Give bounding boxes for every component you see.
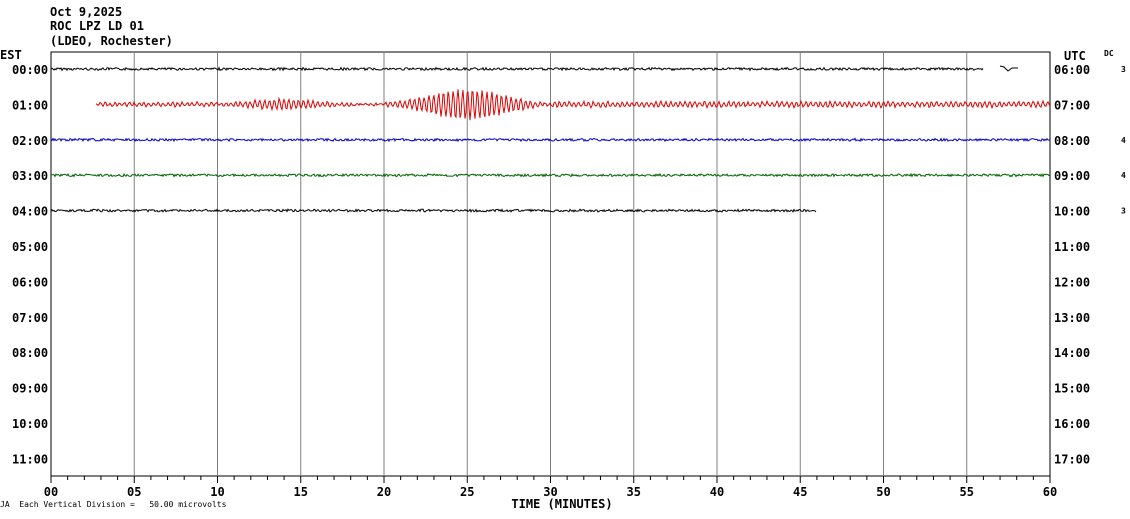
trace-row-3 bbox=[50, 172, 1051, 178]
row-label-utc-10: 16:00 bbox=[1054, 417, 1090, 431]
row-label-est-0: 00:00 bbox=[12, 63, 48, 77]
row-label-utc-3: 09:00 bbox=[1054, 169, 1090, 183]
station-network: (LDEO, Rochester) bbox=[50, 34, 173, 48]
row-label-est-7: 07:00 bbox=[12, 311, 48, 325]
x-tick-label-25: 25 bbox=[460, 485, 474, 499]
row-label-utc-6: 12:00 bbox=[1054, 275, 1090, 289]
row-label-utc-11: 17:00 bbox=[1054, 452, 1090, 466]
row-label-est-8: 08:00 bbox=[12, 346, 48, 360]
dc-header-label: DC bbox=[1104, 49, 1114, 58]
row-label-utc-5: 11:00 bbox=[1054, 240, 1090, 254]
row-label-utc-1: 07:00 bbox=[1054, 98, 1090, 112]
row-label-est-2: 02:00 bbox=[12, 134, 48, 148]
row-label-est-3: 03:00 bbox=[12, 169, 48, 183]
row-label-utc-0: 06:00 bbox=[1054, 63, 1090, 77]
row-label-est-4: 04:00 bbox=[12, 205, 48, 219]
x-tick-label-10: 10 bbox=[210, 485, 224, 499]
footnote-text: Each Vertical Division = 50.00 microvolt… bbox=[19, 500, 227, 509]
row-label-utc-9: 15:00 bbox=[1054, 382, 1090, 396]
x-axis-title: TIME (MINUTES) bbox=[511, 497, 612, 511]
station-code: ROC LPZ LD 01 bbox=[50, 19, 144, 33]
record-date: Oct 9,2025 bbox=[50, 5, 123, 19]
row-label-utc-8: 14:00 bbox=[1054, 346, 1090, 360]
x-tick-label-30: 30 bbox=[543, 485, 557, 499]
right-timezone-label: UTC bbox=[1064, 49, 1086, 63]
x-tick-label-00: 00 bbox=[44, 485, 58, 499]
row-label-est-1: 01:00 bbox=[12, 98, 48, 112]
trace-row-2 bbox=[50, 137, 1051, 143]
x-tick-label-20: 20 bbox=[377, 485, 391, 499]
trace-row-0-fragment bbox=[999, 65, 1018, 72]
row-label-utc-4: 10:00 bbox=[1054, 205, 1090, 219]
row-label-est-10: 10:00 bbox=[12, 417, 48, 431]
x-tick-label-50: 50 bbox=[876, 485, 890, 499]
x-tick-label-60: 60 bbox=[1043, 485, 1057, 499]
row-label-utc-2: 08:00 bbox=[1054, 134, 1090, 148]
dc-value-row-3: 4 bbox=[1121, 171, 1126, 180]
trace-row-1 bbox=[95, 89, 1051, 121]
x-tick-label-45: 45 bbox=[793, 485, 807, 499]
row-label-est-9: 09:00 bbox=[12, 382, 48, 396]
left-timezone-label: EST bbox=[0, 48, 22, 62]
row-label-utc-7: 13:00 bbox=[1054, 311, 1090, 325]
vertical-division-note: JA Each Vertical Division = 50.00 microv… bbox=[0, 500, 226, 509]
row-label-est-11: 11:00 bbox=[12, 452, 48, 466]
x-tick-label-40: 40 bbox=[710, 485, 724, 499]
x-tick-label-55: 55 bbox=[960, 485, 974, 499]
dc-value-row-0: 3 bbox=[1121, 65, 1126, 74]
footnote-marker: JA bbox=[0, 500, 10, 509]
dc-value-row-4: 3 bbox=[1121, 207, 1126, 216]
x-tick-label-05: 05 bbox=[127, 485, 141, 499]
row-label-est-5: 05:00 bbox=[12, 240, 48, 254]
trace-row-4 bbox=[50, 208, 817, 213]
dc-value-row-2: 4 bbox=[1121, 136, 1126, 145]
x-tick-label-15: 15 bbox=[294, 485, 308, 499]
row-label-est-6: 06:00 bbox=[12, 275, 48, 289]
x-tick-label-35: 35 bbox=[627, 485, 641, 499]
trace-row-0 bbox=[50, 66, 984, 72]
